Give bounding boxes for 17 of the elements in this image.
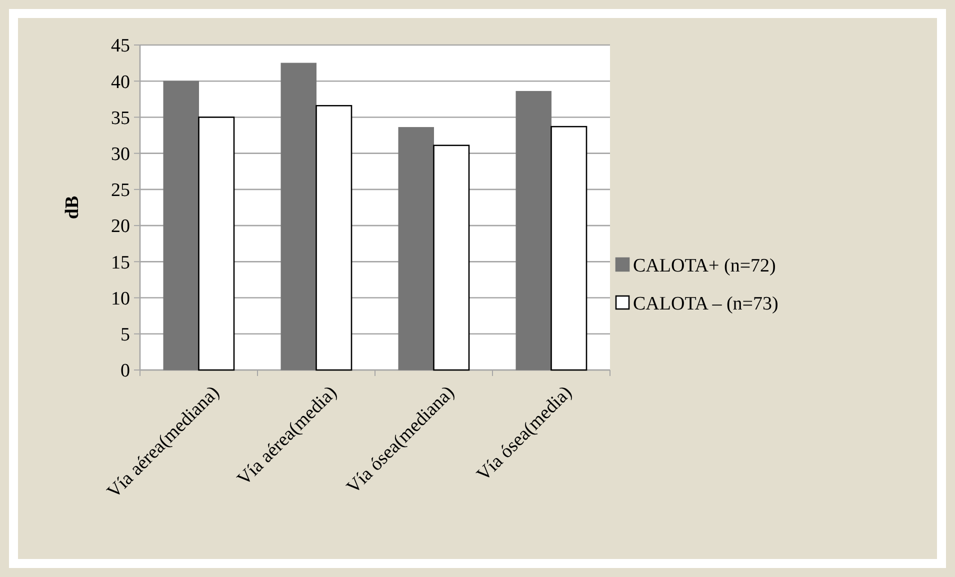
y-tick-label: 10 — [111, 288, 130, 310]
bar — [398, 127, 434, 370]
y-axis-title: dB — [62, 196, 83, 220]
y-tick-label: 0 — [120, 360, 130, 382]
y-tick-label: 35 — [111, 108, 130, 129]
y-tick-label: 20 — [111, 216, 130, 238]
y-tick-label: 5 — [120, 324, 130, 346]
y-tick-label: 15 — [111, 252, 130, 274]
bar — [280, 62, 316, 370]
y-tick-label: 30 — [111, 144, 130, 165]
bar — [516, 90, 552, 370]
y-tick-label: 40 — [111, 72, 130, 93]
y-tick-label: 25 — [111, 180, 130, 202]
bar — [163, 80, 199, 370]
legend-label: CALOTA – (n=73) — [633, 294, 778, 315]
legend-label: CALOTA+ (n=72) — [633, 256, 776, 277]
y-tick-label: 45 — [111, 36, 130, 57]
